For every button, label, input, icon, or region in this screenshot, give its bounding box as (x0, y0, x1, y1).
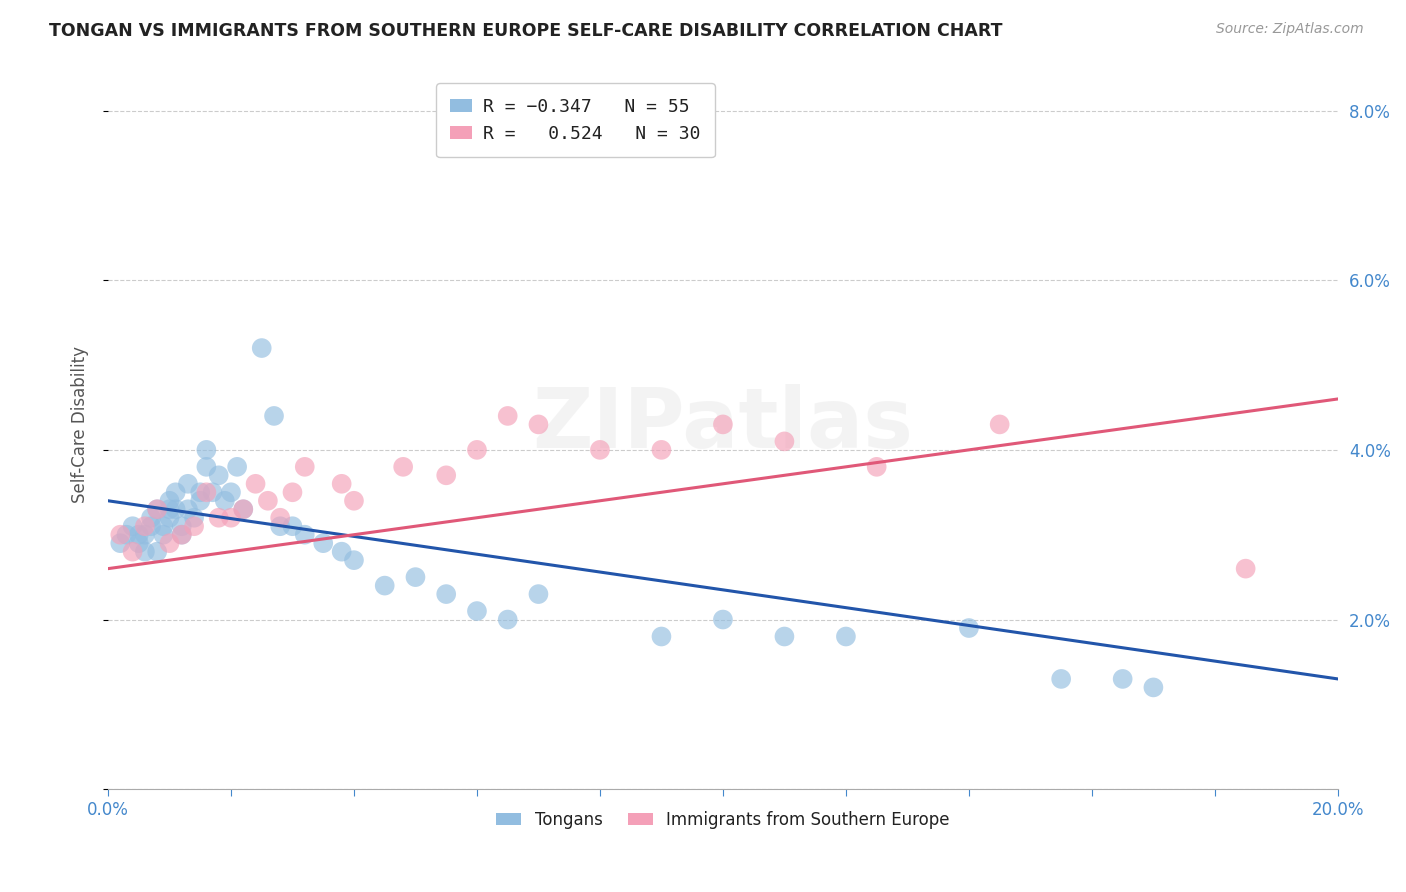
Point (159, 510, 181, 524)
Point (128, 527, 150, 541)
Point (1142, 681, 1164, 695)
Point (404, 570, 426, 584)
Point (121, 519, 143, 533)
Point (269, 519, 291, 533)
Point (159, 502, 181, 516)
Point (208, 510, 231, 524)
Point (496, 409, 519, 423)
Point (170, 519, 193, 533)
Point (374, 579, 396, 593)
Point (177, 476, 200, 491)
Point (159, 536, 181, 550)
Point (1234, 561, 1257, 575)
Point (294, 459, 316, 474)
Point (165, 502, 187, 516)
Point (134, 544, 156, 558)
Point (208, 468, 231, 483)
Point (177, 502, 200, 516)
Point (128, 536, 150, 550)
Point (183, 519, 205, 533)
Point (866, 459, 889, 474)
Point (165, 485, 187, 500)
Point (134, 519, 156, 533)
Point (835, 630, 858, 644)
Point (152, 527, 174, 541)
Point (294, 527, 316, 541)
Point (263, 409, 285, 423)
Point (159, 493, 181, 508)
Point (245, 476, 267, 491)
Point (201, 485, 224, 500)
Point (392, 459, 415, 474)
Point (957, 621, 980, 635)
Point (183, 510, 205, 524)
Point (232, 502, 254, 516)
Point (269, 510, 291, 524)
Point (281, 519, 304, 533)
Point (650, 630, 672, 644)
Point (343, 493, 366, 508)
Point (188, 493, 211, 508)
Point (188, 485, 211, 500)
Point (195, 459, 218, 474)
Point (281, 485, 304, 500)
Point (312, 536, 335, 550)
Point (110, 527, 132, 541)
Point (773, 630, 796, 644)
Point (527, 417, 550, 432)
Point (139, 510, 162, 524)
Point (465, 442, 488, 457)
Text: Source: ZipAtlas.com: Source: ZipAtlas.com (1216, 22, 1364, 37)
Point (195, 485, 218, 500)
Point (330, 544, 353, 558)
Point (121, 544, 143, 558)
Legend: Tongans, Immigrants from Southern Europe: Tongans, Immigrants from Southern Europe (489, 805, 956, 836)
Point (250, 341, 273, 355)
Point (589, 442, 612, 457)
Point (434, 468, 457, 483)
Point (226, 459, 249, 474)
Point (1111, 672, 1133, 686)
Point (170, 527, 193, 541)
Point (219, 485, 242, 500)
Point (170, 527, 193, 541)
Point (146, 544, 169, 558)
Point (527, 587, 550, 601)
Point (465, 604, 488, 618)
Point (139, 519, 162, 533)
Point (711, 417, 734, 432)
Point (219, 510, 242, 524)
Point (650, 442, 672, 457)
Point (773, 434, 796, 449)
Point (232, 502, 254, 516)
Point (434, 587, 457, 601)
Point (711, 613, 734, 627)
Point (1050, 672, 1073, 686)
Point (110, 536, 132, 550)
Point (988, 417, 1011, 432)
Point (257, 493, 280, 508)
Point (115, 527, 138, 541)
Text: TONGAN VS IMMIGRANTS FROM SOUTHERN EUROPE SELF-CARE DISABILITY CORRELATION CHART: TONGAN VS IMMIGRANTS FROM SOUTHERN EUROP… (49, 22, 1002, 40)
Point (146, 502, 169, 516)
Point (146, 502, 169, 516)
Text: ZIPatlas: ZIPatlas (533, 384, 914, 465)
Point (195, 442, 218, 457)
Point (343, 553, 366, 567)
Point (330, 476, 353, 491)
Point (152, 519, 174, 533)
Point (134, 527, 156, 541)
Point (496, 613, 519, 627)
Y-axis label: Self-Care Disability: Self-Care Disability (72, 346, 89, 503)
Point (214, 493, 236, 508)
